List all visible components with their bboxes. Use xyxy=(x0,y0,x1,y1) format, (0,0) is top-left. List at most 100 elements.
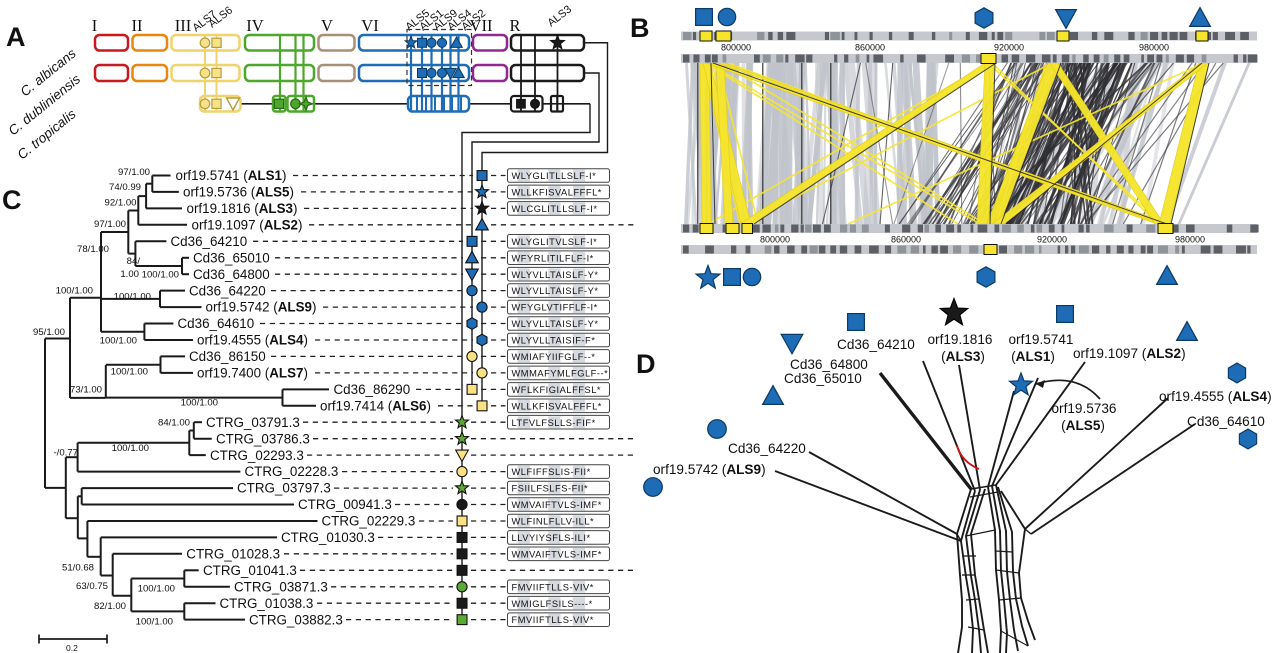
svg-text:orf19.1816: orf19.1816 xyxy=(927,332,992,347)
svg-text:WLYGLITLLSLF-I*: WLYGLITLLSLF-I* xyxy=(512,171,597,181)
svg-text:D: D xyxy=(636,349,656,379)
svg-text:WLYVLLTAISLF-Y*: WLYVLLTAISLF-Y* xyxy=(512,319,599,329)
svg-text:orf19.5741: orf19.5741 xyxy=(1008,332,1073,347)
svg-text:Cd36_64610: Cd36_64610 xyxy=(1187,414,1265,429)
svg-text:CTRG_01030.3: CTRG_01030.3 xyxy=(281,530,375,545)
svg-text:orf19.5741 (ALS1): orf19.5741 (ALS1) xyxy=(176,168,287,183)
svg-text:VI: VI xyxy=(361,16,378,35)
svg-text:Cd36_64800: Cd36_64800 xyxy=(790,357,868,372)
svg-text:Cd36_64210: Cd36_64210 xyxy=(837,337,915,352)
svg-text:WMMAFYMLFGLF--*: WMMAFYMLFGLF--* xyxy=(512,369,609,379)
svg-text:III: III xyxy=(175,16,191,35)
svg-text:CTRG_01041.3: CTRG_01041.3 xyxy=(203,563,297,578)
svg-text:orf19.5736 (ALS5): orf19.5736 (ALS5) xyxy=(183,185,294,200)
svg-text:FMVIIFTLLS-VIV*: FMVIIFTLLS-VIV* xyxy=(512,615,594,625)
svg-text:CTRG_01038.3: CTRG_01038.3 xyxy=(220,596,314,611)
svg-text:Cd36_65010: Cd36_65010 xyxy=(193,250,270,265)
svg-text:WFYGLVTIFFLF-I*: WFYGLVTIFFLF-I* xyxy=(512,303,598,313)
svg-text:Cd36_64220: Cd36_64220 xyxy=(728,441,806,456)
svg-text:800000: 800000 xyxy=(721,43,751,53)
svg-text:800000: 800000 xyxy=(760,235,790,245)
svg-text:WFLKFIGIALFFSL*: WFLKFIGIALFFSL* xyxy=(512,385,602,395)
svg-text:WLCGLITLLSLF-I*: WLCGLITLLSLF-I* xyxy=(512,204,598,214)
svg-text:74/0.99: 74/0.99 xyxy=(109,182,141,193)
svg-text:920000: 920000 xyxy=(994,43,1024,53)
svg-text:100/1.00: 100/1.00 xyxy=(136,617,173,628)
svg-text:I: I xyxy=(92,16,98,35)
svg-text:orf19.7400 (ALS7): orf19.7400 (ALS7) xyxy=(197,366,308,381)
svg-text:orf19.5736: orf19.5736 xyxy=(1051,401,1116,416)
svg-text:Cd36_86150: Cd36_86150 xyxy=(189,349,266,364)
svg-text:97/1.00: 97/1.00 xyxy=(118,167,150,178)
svg-text:100/1.00: 100/1.00 xyxy=(142,270,179,281)
svg-text:WLLKFISVALFFFL*: WLLKFISVALFFFL* xyxy=(512,188,602,198)
svg-text:FMVIIFTLLS-VIV*: FMVIIFTLLS-VIV* xyxy=(512,582,594,592)
svg-text:CTRG_02229.3: CTRG_02229.3 xyxy=(322,514,416,529)
svg-text:CTRG_03797.3: CTRG_03797.3 xyxy=(237,481,331,496)
svg-text:73/1.00: 73/1.00 xyxy=(70,385,102,396)
svg-text:CTRG_03791.3: CTRG_03791.3 xyxy=(206,415,300,430)
svg-text:Cd36_86290: Cd36_86290 xyxy=(334,382,411,397)
svg-text:orf19.4555 (ALS4): orf19.4555 (ALS4) xyxy=(1159,389,1272,404)
svg-text:CTRG_03882.3: CTRG_03882.3 xyxy=(249,612,343,627)
svg-text:orf19.1816 (ALS3): orf19.1816 (ALS3) xyxy=(187,201,298,216)
svg-text:orf19.1097 (ALS2): orf19.1097 (ALS2) xyxy=(192,217,303,232)
svg-text:1.00: 1.00 xyxy=(120,269,139,280)
svg-text:0.2: 0.2 xyxy=(66,643,78,653)
svg-text:WLYVLLTAISLF-Y*: WLYVLLTAISLF-Y* xyxy=(512,286,599,296)
svg-text:orf19.5742 (ALS9): orf19.5742 (ALS9) xyxy=(653,462,766,477)
svg-text:(ALS5): (ALS5) xyxy=(1061,418,1105,433)
svg-text:WLYVLLTAISIF-F*: WLYVLLTAISIF-F* xyxy=(512,336,596,346)
svg-text:II: II xyxy=(132,16,143,35)
svg-text:100/1.00: 100/1.00 xyxy=(111,367,148,378)
svg-text:WMVAIFTVLS-IMF*: WMVAIFTVLS-IMF* xyxy=(512,549,602,559)
svg-text:100/1.00: 100/1.00 xyxy=(114,292,151,303)
svg-text:84/: 84/ xyxy=(127,256,141,267)
svg-text:LTFVLFSLLS-FIF*: LTFVLFSLLS-FIF* xyxy=(512,418,596,428)
svg-text:B: B xyxy=(630,13,650,43)
svg-text:100/1.00: 100/1.00 xyxy=(181,398,218,409)
svg-text:Cd36_64210: Cd36_64210 xyxy=(171,234,248,249)
svg-text:78/1.00: 78/1.00 xyxy=(77,244,109,255)
svg-text:CTRG_03786.3: CTRG_03786.3 xyxy=(216,431,310,446)
svg-text:V: V xyxy=(321,16,333,35)
svg-text:(ALS1): (ALS1) xyxy=(1011,349,1055,364)
svg-text:100/1.00: 100/1.00 xyxy=(100,336,137,347)
svg-text:orf19.1097 (ALS2): orf19.1097 (ALS2) xyxy=(1073,346,1186,361)
svg-text:CTRG_03871.3: CTRG_03871.3 xyxy=(234,579,328,594)
svg-text:980000: 980000 xyxy=(1175,235,1205,245)
svg-text:100/1.00: 100/1.00 xyxy=(56,286,93,297)
svg-text:WLLKFISVALFFFL*: WLLKFISVALFFFL* xyxy=(512,401,602,411)
svg-text:97/1.00: 97/1.00 xyxy=(94,219,126,230)
svg-text:Cd36_64220: Cd36_64220 xyxy=(189,283,266,298)
svg-text:WLFINLFLLV-ILL*: WLFINLFLLV-ILL* xyxy=(512,517,595,527)
svg-text:84/1.00: 84/1.00 xyxy=(158,418,190,429)
svg-text:860000: 860000 xyxy=(891,235,921,245)
svg-text:WLYVLLTAISLF-Y*: WLYVLLTAISLF-Y* xyxy=(512,270,599,280)
svg-text:-/0.77: -/0.77 xyxy=(53,448,78,459)
svg-text:orf19.4555 (ALS4): orf19.4555 (ALS4) xyxy=(197,333,308,348)
svg-text:CTRG_02293.3: CTRG_02293.3 xyxy=(210,448,304,463)
svg-text:A: A xyxy=(6,22,26,52)
svg-text:VII: VII xyxy=(470,16,493,35)
svg-text:R: R xyxy=(509,16,520,35)
svg-text:860000: 860000 xyxy=(855,43,885,53)
svg-text:WFYRLITILFLF-I*: WFYRLITILFLF-I* xyxy=(512,253,594,263)
svg-text:980000: 980000 xyxy=(1139,43,1169,53)
svg-text:WMVAIFTVLS-IMF*: WMVAIFTVLS-IMF* xyxy=(512,500,602,510)
svg-text:C: C xyxy=(2,185,22,215)
svg-text:WMIAFYIIFGLF--*: WMIAFYIIFGLF--* xyxy=(512,352,596,362)
svg-text:82/1.00: 82/1.00 xyxy=(94,601,126,612)
svg-text:95/1.00: 95/1.00 xyxy=(33,327,65,338)
svg-text:(ALS3): (ALS3) xyxy=(941,349,985,364)
svg-text:51/0.68: 51/0.68 xyxy=(62,563,94,574)
svg-text:CTRG_01028.3: CTRG_01028.3 xyxy=(186,546,280,561)
svg-text:LLVYIYSFLS-ILI*: LLVYIYSFLS-ILI* xyxy=(512,533,591,543)
svg-text:CTRG_02228.3: CTRG_02228.3 xyxy=(245,464,339,479)
svg-text:92/1.00: 92/1.00 xyxy=(104,198,136,209)
svg-text:63/0.75: 63/0.75 xyxy=(76,581,108,592)
svg-text:Cd36_64610: Cd36_64610 xyxy=(178,316,255,331)
svg-text:orf19.5742 (ALS9): orf19.5742 (ALS9) xyxy=(206,300,317,315)
svg-text:IV: IV xyxy=(246,16,263,35)
svg-text:WLYGLITVLSLF-I*: WLYGLITVLSLF-I* xyxy=(512,237,598,247)
